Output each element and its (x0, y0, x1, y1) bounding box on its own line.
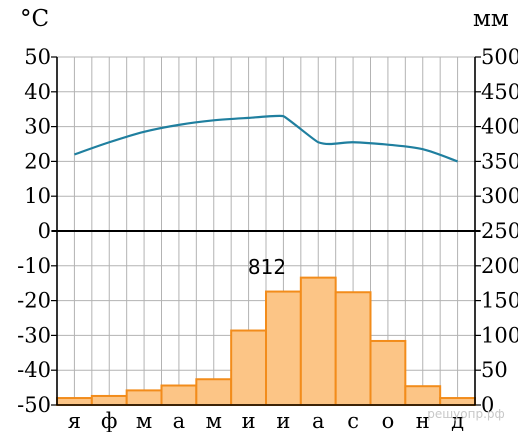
right-tick-label: 250 (481, 219, 518, 243)
right-tick-label: 350 (481, 149, 518, 173)
precipitation-bar (299, 276, 337, 406)
precipitation-bar (195, 378, 233, 406)
left-tick-label: -10 (17, 254, 51, 278)
right-tick-label: 200 (481, 254, 518, 278)
left-tick-label: 30 (24, 115, 51, 139)
left-tick-label: -50 (17, 393, 51, 417)
right-tick-label: 400 (481, 115, 518, 139)
precipitation-bar (125, 389, 163, 407)
temperature-line (74, 114, 458, 163)
left-tick-label: 10 (24, 184, 51, 208)
right-tick-label: 0 (481, 393, 494, 417)
month-label: а (173, 409, 186, 432)
left-axis-unit: °C (20, 6, 50, 32)
month-label: и (276, 409, 290, 432)
precipitation-bars (56, 276, 476, 407)
precipitation-bar (265, 290, 302, 406)
month-label: д (451, 409, 464, 432)
left-tick-label: -30 (17, 323, 51, 347)
right-tick-label: 150 (481, 289, 518, 313)
precipitation-bar (56, 397, 93, 407)
axes: 50403020100-10-20-30-40-5050045040035030… (17, 45, 518, 432)
month-label: с (347, 409, 359, 432)
watermark: решуопр.рф (427, 407, 505, 421)
left-tick-label: 40 (24, 80, 51, 104)
temperature-series-line (74, 114, 458, 163)
right-tick-label: 100 (481, 323, 518, 347)
precipitation-bar (334, 291, 372, 406)
month-label: а (312, 409, 325, 432)
right-axis-unit: мм (473, 6, 509, 32)
precipitation-bar (404, 385, 442, 407)
month-label: н (416, 409, 430, 432)
right-tick-label: 500 (481, 45, 518, 69)
right-tick-label: 300 (481, 184, 518, 208)
right-tick-label: 50 (481, 358, 508, 382)
month-label: м (206, 409, 222, 432)
month-label: м (136, 409, 152, 432)
left-tick-label: 0 (38, 219, 51, 243)
annual-precipitation-label: 812 (248, 255, 286, 279)
precipitation-bar (439, 397, 476, 407)
month-label: я (68, 409, 81, 432)
precipitation-bar (160, 384, 198, 406)
month-label: о (382, 409, 395, 432)
month-label: ф (101, 409, 117, 432)
precipitation-bar (369, 339, 407, 406)
left-tick-label: -40 (17, 358, 51, 382)
precipitation-bar (230, 329, 268, 407)
left-tick-label: 50 (24, 45, 51, 69)
precipitation-bar (90, 394, 128, 406)
left-tick-label: -20 (17, 289, 51, 313)
month-label: и (242, 409, 256, 432)
left-tick-label: 20 (24, 149, 51, 173)
right-tick-label: 450 (481, 80, 518, 104)
